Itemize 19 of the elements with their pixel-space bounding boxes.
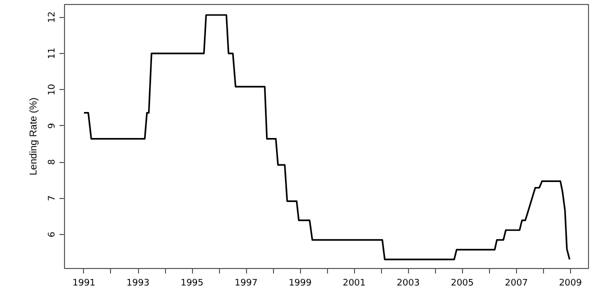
y-tick-label: 6 [48,231,58,238]
y-tick-label: 12 [48,11,58,23]
x-tick-label: 1993 [126,278,150,288]
x-tick-label: 1997 [234,278,258,288]
x-tick-label: 2007 [504,278,528,288]
x-tick-label: 2001 [342,278,366,288]
y-tick-label: 8 [48,158,58,165]
x-tick-label: 2003 [396,278,420,288]
x-tick-label: 1991 [72,278,96,288]
y-tick-label: 7 [48,195,58,202]
x-tick-label: 1995 [180,278,204,288]
y-tick-label: 11 [48,48,58,60]
y-axis-title: Lending Rate (%) [28,98,40,176]
x-tick-label: 2005 [450,278,474,288]
y-tick-label: 10 [48,84,58,96]
x-tick-label: 1999 [288,278,312,288]
y-tick-label: 9 [48,122,58,129]
x-tick-label: 2009 [558,278,582,288]
line-series [83,14,570,260]
